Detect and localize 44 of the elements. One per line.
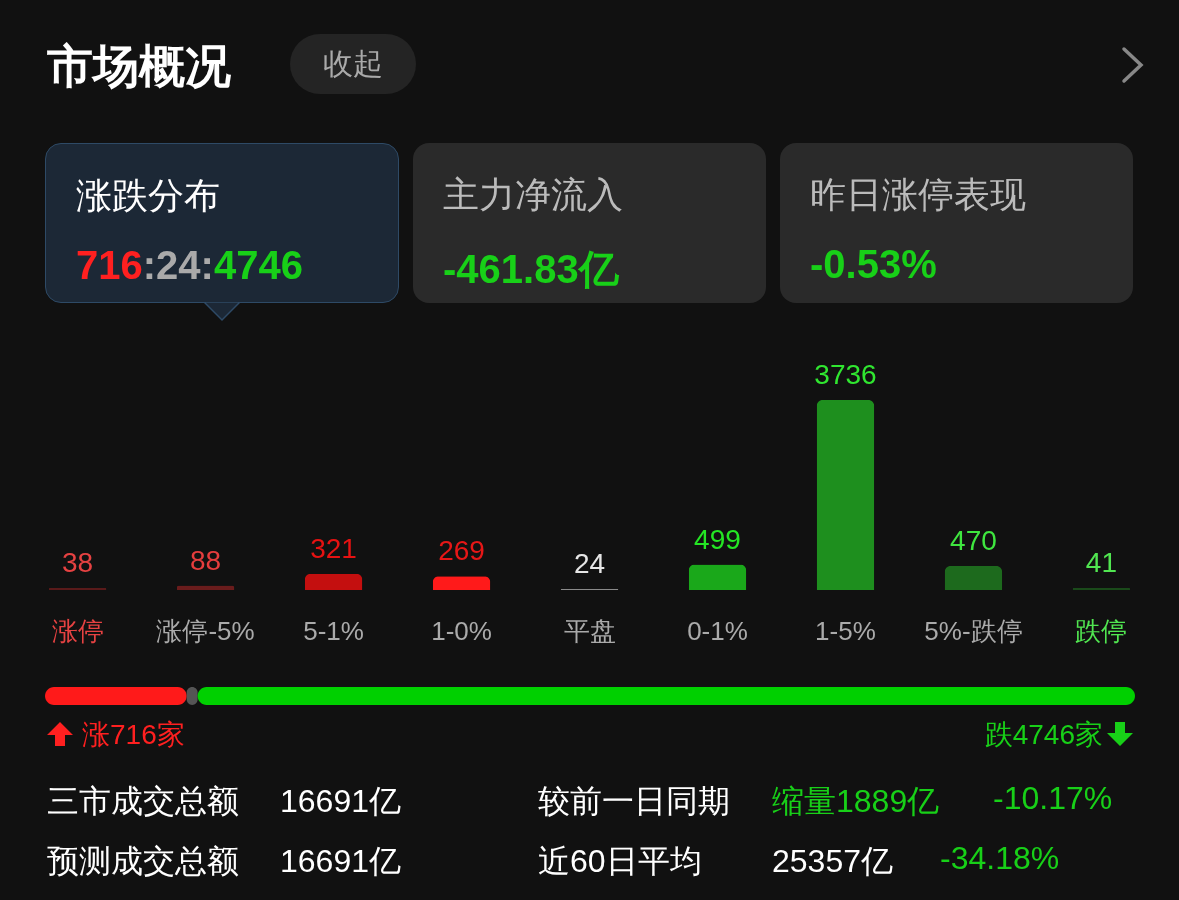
text: 收起: [290, 34, 416, 94]
data-label: 38: [62, 547, 94, 579]
text: 三市成交总额: [47, 782, 239, 821]
data-label: 321: [310, 532, 357, 564]
text: 25357亿: [772, 842, 893, 881]
x-tick-label: 跌停: [1075, 615, 1128, 646]
text: -10.17%: [993, 780, 1113, 817]
text: 16691亿: [280, 842, 401, 881]
data-label: 24: [573, 547, 606, 579]
x-tick-label: 1-0%: [431, 615, 492, 646]
bar: [944, 566, 1003, 590]
text: 主力净流入: [443, 173, 624, 217]
bar: [432, 576, 491, 590]
x-tick-label: 涨停: [51, 615, 104, 646]
x-tick-label: 5%-跌停: [924, 615, 1023, 646]
bar: [688, 564, 747, 590]
text: 较前一日同期: [538, 782, 730, 821]
x-tick-label: 涨停-5%: [156, 615, 255, 646]
text: 涨跌分布: [76, 174, 221, 218]
text: 缩量1889亿: [772, 782, 940, 821]
text: -34.18%: [940, 840, 1060, 877]
x-tick-label: 5-1%: [303, 615, 364, 646]
text: 近60日平均: [538, 842, 702, 881]
data-label: 3736: [814, 359, 877, 390]
text: 16691亿: [280, 782, 401, 821]
data-label: 499: [694, 523, 741, 555]
text: -0.53%: [810, 242, 938, 287]
bar: [816, 400, 875, 590]
data-label: 470: [950, 525, 997, 557]
data-label: 88: [189, 544, 222, 576]
bar: [1072, 587, 1131, 590]
data-label: 269: [438, 535, 485, 567]
bar: [304, 573, 363, 590]
text: 市场概况: [47, 39, 231, 94]
text: 昨日涨停表现: [810, 173, 1027, 217]
data-label: 41: [1085, 546, 1117, 578]
text: 716:24:4746: [76, 243, 303, 287]
text: -461.83亿: [443, 246, 620, 293]
x-tick-label: 平盘: [563, 615, 616, 646]
text: 涨716家: [82, 718, 185, 752]
x-tick-label: 1-5%: [815, 615, 876, 646]
x-tick-label: 0-1%: [687, 615, 748, 646]
text: 跌4746家: [984, 718, 1103, 752]
text: 预测成交总额: [47, 842, 239, 881]
